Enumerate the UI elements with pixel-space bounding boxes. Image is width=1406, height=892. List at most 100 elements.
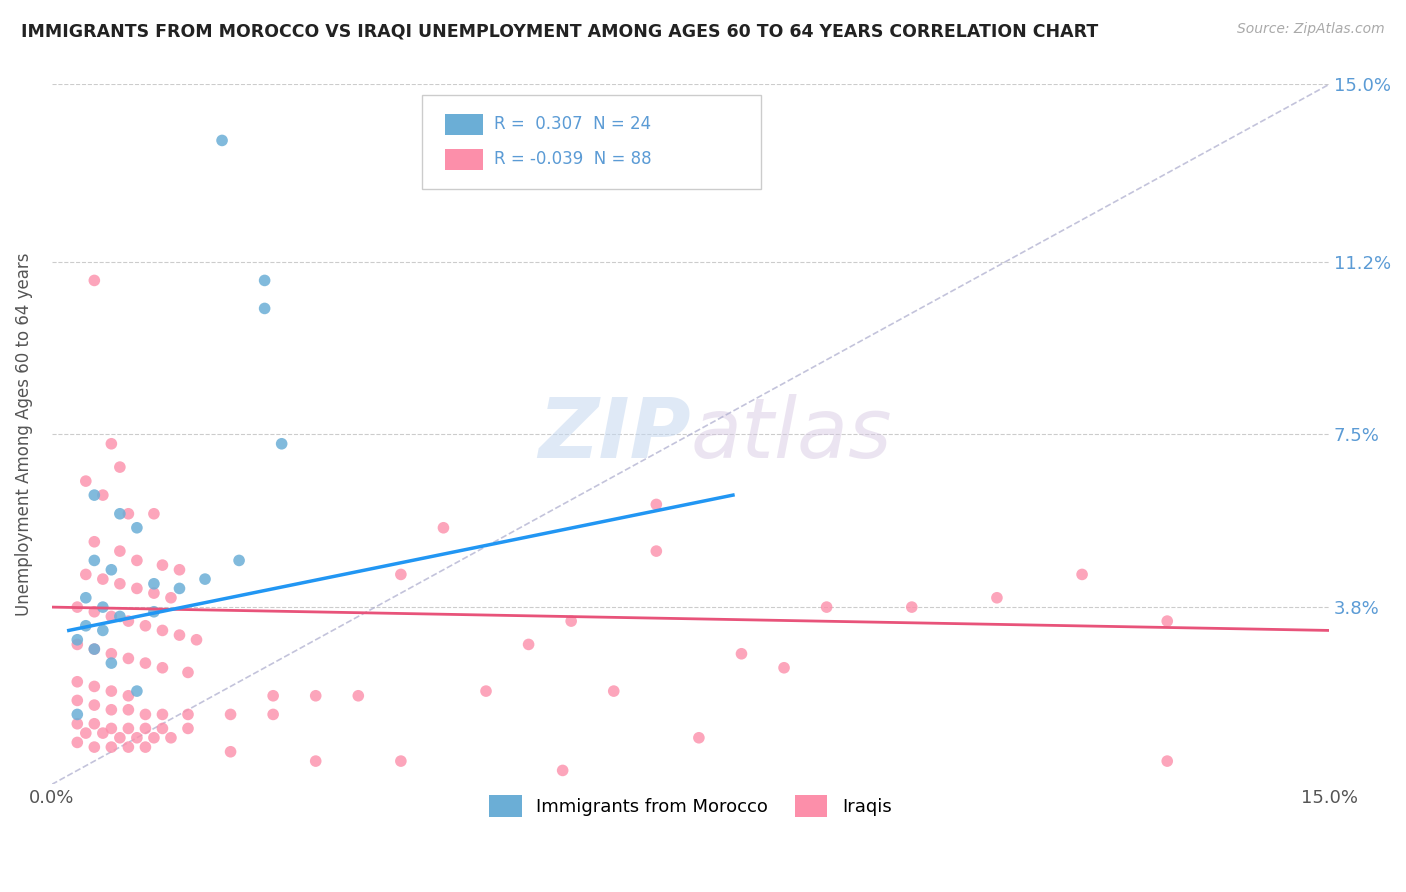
Point <box>66 632 89 647</box>
Point <box>66 674 89 689</box>
Point <box>125 521 148 535</box>
Point <box>142 576 165 591</box>
Point <box>645 544 668 558</box>
Point <box>432 521 454 535</box>
Point <box>83 553 105 567</box>
Y-axis label: Unemployment Among Ages 60 to 64 years: Unemployment Among Ages 60 to 64 years <box>15 252 32 616</box>
Point <box>389 754 412 768</box>
Point <box>142 731 165 745</box>
Point <box>160 731 183 745</box>
Point <box>66 735 89 749</box>
Point <box>228 553 250 567</box>
Point <box>603 684 626 698</box>
Point <box>347 689 370 703</box>
Text: atlas: atlas <box>690 394 891 475</box>
Point <box>83 716 105 731</box>
Point <box>66 693 89 707</box>
Point <box>186 632 208 647</box>
Point <box>117 740 139 755</box>
Point <box>169 582 191 596</box>
Point <box>91 488 114 502</box>
Point <box>75 567 97 582</box>
Point <box>83 605 105 619</box>
Point <box>152 624 174 638</box>
Point <box>83 642 105 657</box>
Bar <box>446 114 484 135</box>
Point <box>160 591 183 605</box>
Point <box>177 665 200 680</box>
Bar <box>446 149 484 169</box>
Point <box>142 507 165 521</box>
FancyBboxPatch shape <box>422 95 761 189</box>
Point <box>108 507 131 521</box>
Point <box>773 661 796 675</box>
Point <box>117 507 139 521</box>
Point <box>83 680 105 694</box>
Point <box>108 544 131 558</box>
Point <box>91 600 114 615</box>
Point <box>551 764 574 778</box>
Point <box>152 722 174 736</box>
Point <box>730 647 752 661</box>
Point <box>253 273 276 287</box>
Point <box>270 436 292 450</box>
Point <box>83 740 105 755</box>
Point <box>117 703 139 717</box>
Point <box>75 619 97 633</box>
Point <box>91 572 114 586</box>
Point <box>117 651 139 665</box>
Point <box>253 301 276 316</box>
Point <box>134 707 156 722</box>
Point <box>83 488 105 502</box>
Point <box>117 614 139 628</box>
Point <box>66 707 89 722</box>
Point <box>125 553 148 567</box>
Point <box>100 609 122 624</box>
Point <box>177 722 200 736</box>
Point <box>134 722 156 736</box>
Point <box>100 563 122 577</box>
Point <box>1156 754 1178 768</box>
Point <box>645 498 668 512</box>
Point <box>100 656 122 670</box>
Point <box>815 600 838 615</box>
Point <box>134 656 156 670</box>
Text: Source: ZipAtlas.com: Source: ZipAtlas.com <box>1237 22 1385 37</box>
Point <box>100 703 122 717</box>
Point <box>262 707 284 722</box>
Text: R =  0.307  N = 24: R = 0.307 N = 24 <box>494 115 651 133</box>
Point <box>1071 567 1094 582</box>
Point <box>108 609 131 624</box>
Point <box>125 582 148 596</box>
Point <box>125 684 148 698</box>
Point <box>1156 614 1178 628</box>
Point <box>211 133 233 147</box>
Point <box>134 740 156 755</box>
Text: IMMIGRANTS FROM MOROCCO VS IRAQI UNEMPLOYMENT AMONG AGES 60 TO 64 YEARS CORRELAT: IMMIGRANTS FROM MOROCCO VS IRAQI UNEMPLO… <box>21 22 1098 40</box>
Point <box>900 600 922 615</box>
Point <box>219 745 242 759</box>
Point <box>75 474 97 488</box>
Point <box>66 600 89 615</box>
Point <box>108 460 131 475</box>
Point <box>100 436 122 450</box>
Point <box>100 647 122 661</box>
Point <box>117 689 139 703</box>
Point <box>194 572 217 586</box>
Point <box>108 731 131 745</box>
Point <box>169 628 191 642</box>
Point <box>100 684 122 698</box>
Text: R = -0.039  N = 88: R = -0.039 N = 88 <box>494 151 651 169</box>
Point <box>986 591 1008 605</box>
Point <box>108 576 131 591</box>
Point <box>100 722 122 736</box>
Point <box>66 637 89 651</box>
Point <box>66 716 89 731</box>
Point <box>152 558 174 573</box>
Point <box>688 731 710 745</box>
Point <box>83 534 105 549</box>
Point <box>125 731 148 745</box>
Point <box>134 619 156 633</box>
Point <box>91 726 114 740</box>
Legend: Immigrants from Morocco, Iraqis: Immigrants from Morocco, Iraqis <box>482 788 898 824</box>
